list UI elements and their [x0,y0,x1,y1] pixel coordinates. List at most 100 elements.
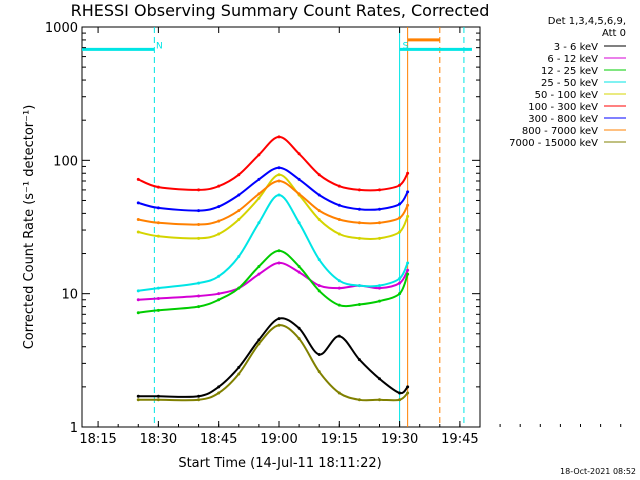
series-0-point-13 [406,385,410,389]
series-2-point-9 [337,303,341,307]
plot-frame [81,26,481,428]
series-0-point-2 [197,394,201,398]
legend-label-5: 100 - 300 keV [528,102,598,113]
series-8-point-10 [357,398,361,402]
series-8-point-6 [277,323,281,327]
detector-info-line-1: Det 1,3,4,5,6,9, [548,16,626,27]
series-4-point-6 [277,173,281,177]
series-0-point-1 [156,394,160,398]
series-1-point-5 [257,272,261,276]
series-0-point-12 [398,391,402,395]
series-8 [136,323,410,402]
series-5-point-1 [156,185,160,189]
x-tick-label-1: 18:30 [140,432,177,447]
series-4-point-3 [217,232,221,236]
series-7-point-7 [297,192,301,196]
series-7-point-11 [377,221,381,225]
series-1-point-6 [277,261,281,265]
series-6-point-6 [277,166,281,170]
series-5-point-0 [136,177,140,181]
series-5-point-4 [237,173,241,177]
series-1-point-2 [197,294,201,298]
series-8-point-7 [297,337,301,341]
x-tick-label-3: 19:00 [260,432,297,447]
series-4-point-13 [406,214,410,218]
y-tick-label-2: 100 [53,154,78,169]
legend-label-2: 12 - 25 keV [541,66,598,77]
series-8-point-8 [317,370,321,374]
series-3-point-8 [317,258,321,262]
series-line-7 [138,179,409,226]
series-0-point-0 [136,394,140,398]
series-2-point-2 [197,305,201,309]
series-1-point-9 [337,286,341,290]
series-4-point-0 [136,230,140,234]
series-2-point-13 [406,272,410,276]
series-0-point-7 [297,326,301,330]
series-1-point-0 [136,298,140,302]
series-4-point-9 [337,232,341,236]
series-1-point-12 [398,281,402,285]
series-2-point-4 [237,286,241,290]
series-0-point-3 [217,385,221,389]
series-3-point-2 [197,281,201,285]
series-5-point-8 [317,173,321,177]
detector-info-line-2: Att 0 [602,28,626,39]
y-tick-label-3: 1000 [45,21,78,36]
legend-label-8: 7000 - 15000 keV [509,138,598,149]
series-5-point-12 [398,183,402,187]
series-8-point-13 [406,391,410,395]
series-6-point-2 [197,209,201,213]
series-3-point-5 [257,221,261,225]
y-axis: 1 10 100 1000 [45,21,480,436]
series-2-point-10 [357,302,361,306]
series-2-point-3 [217,298,221,302]
x-axis: 18:15 18:30 18:45 19:00 19:15 19:30 19:45 [79,27,622,447]
series-8-point-4 [237,372,241,376]
series-0-point-5 [257,338,261,342]
series-2-point-11 [377,299,381,303]
series-0 [136,317,410,398]
series-4-point-4 [237,217,241,221]
series-3-point-6 [277,193,281,197]
series-8-point-11 [377,398,381,402]
legend-label-7: 800 - 7000 keV [522,126,598,137]
series-6-point-9 [337,203,341,207]
series-8-point-1 [156,398,160,402]
series-7-point-3 [217,219,221,223]
series-6-point-5 [257,177,261,181]
series-3-point-0 [136,289,140,293]
series-0-point-11 [377,377,381,381]
series-6-point-11 [377,207,381,211]
series-1-point-8 [317,284,321,288]
series-7-point-1 [156,221,160,225]
series-line-8 [138,324,409,402]
series-3-point-10 [357,284,361,288]
chart-title: RHESSI Observing Summary Count Rates, Co… [71,1,490,20]
series-0-point-6 [277,317,281,321]
x-tick-label-4: 19:15 [321,432,358,447]
series-3-point-7 [297,221,301,225]
y-tick-label-0: 1 [70,421,78,436]
series-line-5 [137,135,409,192]
series-4-point-5 [257,196,261,200]
series-line-2 [138,249,409,314]
series-7-point-8 [317,209,321,213]
series-line-6 [138,166,409,212]
series-7-point-12 [398,216,402,220]
series-3 [136,193,410,293]
series-7-point-2 [197,223,201,227]
series-6 [136,166,410,213]
series-5-point-11 [377,188,381,192]
series-4-point-11 [377,236,381,240]
legend-label-6: 300 - 800 keV [528,114,598,125]
series-5-point-10 [357,188,361,192]
series-3-point-11 [377,284,381,288]
series-line-1 [138,261,409,301]
series-2-point-7 [297,264,301,268]
series-6-point-10 [357,207,361,211]
series-4 [136,173,410,241]
series-6-point-3 [217,205,221,209]
series-7-point-0 [136,217,140,221]
